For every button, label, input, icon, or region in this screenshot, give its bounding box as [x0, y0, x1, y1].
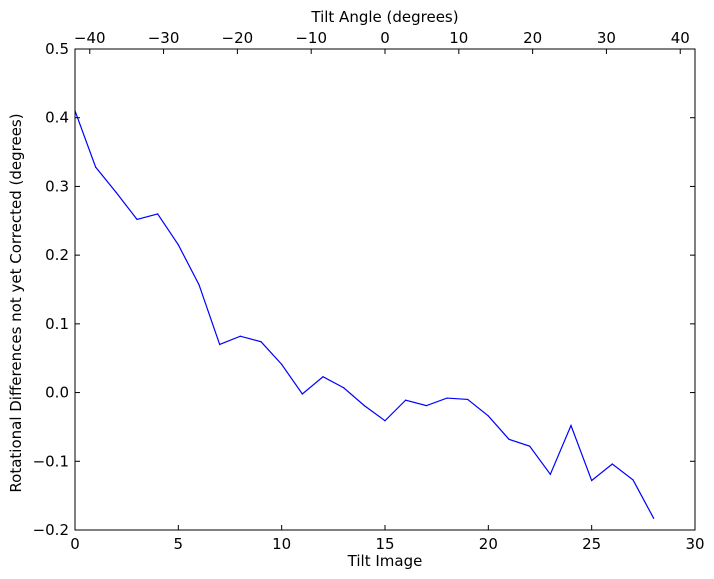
data-point — [363, 405, 365, 407]
x-tick-label: 0 — [70, 535, 80, 553]
y-axis-label: Rotational Differences not yet Corrected… — [7, 113, 25, 492]
y-axis: −0.2 −0.1 0.0 0.1 0.2 0.3 0.4 0.5 — [33, 40, 695, 539]
data-point — [260, 341, 262, 343]
data-point — [591, 479, 593, 482]
data-point — [508, 438, 510, 440]
data-point — [322, 376, 324, 378]
data-point — [467, 398, 469, 401]
data-point — [570, 424, 572, 427]
y-tick-label: −0.2 — [33, 521, 69, 539]
data-point — [281, 363, 283, 365]
x-tick-label: 25 — [582, 535, 601, 553]
top-x-tick-label: 30 — [597, 29, 616, 47]
data-point — [239, 335, 241, 337]
top-x-tick-label: 20 — [523, 29, 542, 47]
data-point — [425, 405, 427, 407]
data-point — [487, 415, 489, 417]
x-tick-label: 20 — [479, 535, 498, 553]
data-point — [301, 393, 303, 395]
top-x-tick-label: 0 — [380, 29, 390, 47]
data-point — [157, 213, 159, 215]
x-tick-label: 30 — [685, 535, 704, 553]
x-axis-label: Tilt Image — [347, 552, 423, 570]
top-x-tick-label: −20 — [222, 29, 254, 47]
data-point — [198, 284, 200, 286]
data-point — [177, 244, 179, 246]
x-tick-label: 10 — [272, 535, 291, 553]
series-line — [74, 110, 655, 519]
data-point — [95, 166, 97, 168]
top-x-tick-label: 40 — [671, 29, 690, 47]
x-tick-label: 15 — [375, 535, 394, 553]
y-tick-label: 0.5 — [45, 40, 69, 58]
y-tick-label: 0.4 — [45, 109, 69, 127]
y-tick-label: 0.0 — [45, 384, 69, 402]
plot-area — [74, 48, 696, 531]
top-x-tick-label: −30 — [148, 29, 180, 47]
data-point — [136, 218, 138, 221]
y-tick-label: 0.3 — [45, 177, 69, 195]
data-point — [405, 399, 407, 401]
data-point — [549, 473, 551, 475]
y-tick-label: 0.2 — [45, 246, 69, 264]
top-x-tick-label: −40 — [74, 29, 106, 47]
data-point — [529, 445, 531, 447]
top-x-axis-label: Tilt Angle (degrees) — [310, 8, 458, 26]
top-x-tick-label: 10 — [449, 29, 468, 47]
data-point — [384, 420, 386, 422]
data-point — [343, 387, 345, 389]
data-point — [446, 397, 448, 399]
y-tick-label: 0.1 — [45, 315, 69, 333]
y-tick-label: −0.1 — [33, 452, 69, 470]
data-point — [611, 463, 613, 465]
data-point — [115, 192, 117, 194]
plot-frame — [74, 48, 696, 531]
top-x-tick-label: −10 — [295, 29, 327, 47]
bottom-x-axis: 0 5 10 15 20 25 30 — [70, 525, 705, 553]
top-x-axis: −40 −30 −20 −10 0 10 20 30 40 — [74, 29, 690, 54]
x-tick-label: 5 — [174, 535, 184, 553]
data-point — [219, 343, 221, 346]
data-point — [632, 479, 634, 481]
data-point — [653, 517, 655, 519]
